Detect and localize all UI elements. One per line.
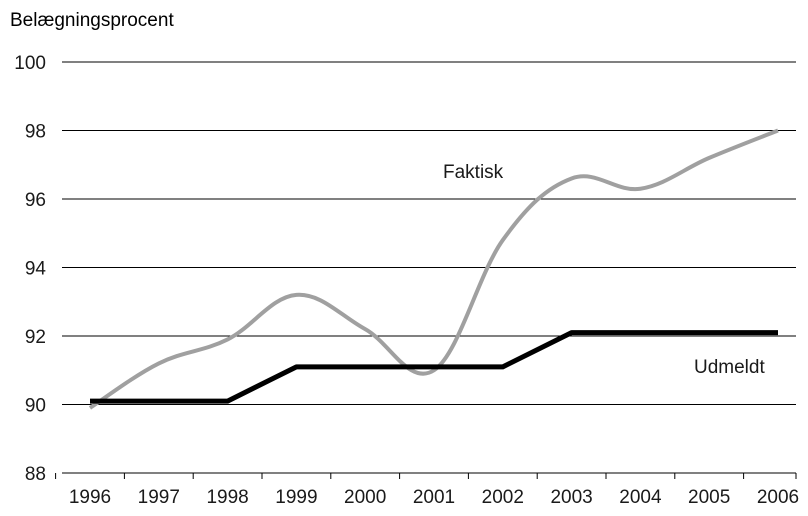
y-tick-label: 100 bbox=[14, 53, 46, 74]
x-tick-label: 2002 bbox=[482, 487, 524, 508]
x-tick-label: 2001 bbox=[413, 487, 455, 508]
y-tick-label: 94 bbox=[25, 259, 47, 280]
x-tick-label: 1999 bbox=[275, 487, 317, 508]
x-tick-label: 2004 bbox=[619, 487, 662, 508]
x-tick-label: 2006 bbox=[757, 487, 799, 508]
y-axis-label: Belægningsprocent bbox=[10, 10, 174, 31]
series-label-udmeldt: Udmeldt bbox=[694, 357, 765, 378]
x-tick-label: 1996 bbox=[69, 487, 111, 508]
x-tick-labels: 1996 1997 1998 1999 2000 2001 2002 2003 2004 2005… bbox=[55, 473, 799, 508]
x-tick-label: 1998 bbox=[206, 487, 248, 508]
x-tick-label: 1997 bbox=[138, 487, 180, 508]
series-lines bbox=[88, 128, 779, 410]
x-tick-label: 2003 bbox=[550, 487, 592, 508]
x-tick-label: 2000 bbox=[344, 487, 386, 508]
y-tick-label: 98 bbox=[25, 122, 46, 143]
y-tick-label: 88 bbox=[25, 464, 46, 485]
y-tick-label: 96 bbox=[25, 190, 46, 211]
series-label-faktisk: Faktisk bbox=[443, 162, 504, 183]
y-tick-label: 92 bbox=[25, 327, 46, 348]
y-tick-label: 90 bbox=[25, 396, 46, 417]
series-line-faktisk bbox=[88, 128, 779, 410]
gridlines bbox=[62, 61, 796, 474]
x-tick-label: 2005 bbox=[688, 487, 730, 508]
series-line-udmeldt bbox=[90, 330, 778, 404]
y-tick-labels: 88 90 92 94 96 98 100 bbox=[14, 53, 46, 485]
